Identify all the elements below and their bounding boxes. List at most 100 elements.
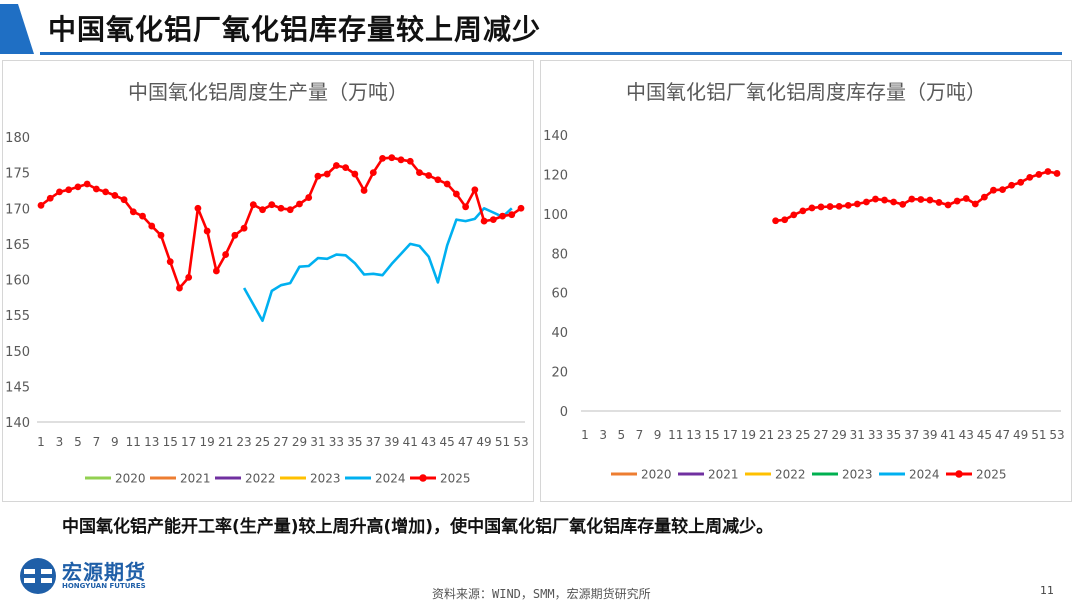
legend-label-2021: 2021	[708, 468, 739, 482]
data-point-2025	[799, 207, 807, 215]
x-tick-label: 19	[741, 428, 756, 442]
data-point-2025	[342, 164, 350, 172]
y-tick-label: 150	[5, 345, 30, 360]
data-point-2025	[480, 217, 488, 225]
x-tick-label: 7	[636, 428, 644, 442]
x-tick-label: 25	[795, 428, 810, 442]
y-tick-label: 155	[5, 309, 30, 324]
legend-label-2022: 2022	[775, 468, 806, 482]
data-point-2025	[1017, 178, 1025, 186]
x-tick-label: 31	[310, 435, 325, 449]
x-tick-label: 41	[403, 435, 418, 449]
data-point-2025	[360, 187, 368, 194]
data-point-2025	[1026, 173, 1034, 181]
data-point-2025	[872, 195, 879, 203]
page-title: 中国氧化铝厂氧化铝库存量较上周减少	[48, 13, 542, 46]
x-tick-label: 53	[1049, 428, 1064, 442]
data-point-2025	[908, 195, 916, 203]
legend-marker-2025	[419, 474, 427, 482]
x-tick-label: 51	[495, 435, 510, 449]
data-point-2025	[1035, 171, 1043, 178]
x-tick-label: 49	[476, 435, 491, 449]
data-point-2025	[971, 200, 979, 208]
data-point-2025	[277, 204, 285, 212]
y-tick-label: 0	[560, 405, 568, 420]
legend-label-2023: 2023	[310, 472, 341, 486]
data-point-2025	[517, 204, 525, 212]
x-tick-label: 37	[904, 428, 919, 442]
x-tick-label: 21	[759, 428, 774, 442]
x-tick-label: 35	[886, 428, 901, 442]
data-point-2025	[56, 188, 63, 196]
data-point-2025	[1008, 181, 1016, 189]
production-chart: 中国氧化铝周度生产量（万吨）14014515015516016517017518…	[5, 80, 528, 486]
data-point-2025	[881, 196, 888, 204]
data-point-2025	[83, 180, 91, 188]
header: 中国氧化铝厂氧化铝库存量较上周减少	[0, 0, 1080, 58]
data-point-2025	[92, 185, 100, 193]
data-point-2025	[835, 202, 843, 210]
x-tick-label: 1	[37, 435, 45, 449]
data-point-2025	[808, 204, 816, 212]
x-tick-label: 39	[922, 428, 937, 442]
data-point-2025	[286, 206, 294, 214]
data-point-2025	[817, 203, 825, 211]
x-tick-label: 23	[777, 428, 792, 442]
x-tick-label: 9	[111, 435, 119, 449]
y-tick-label: 140	[5, 416, 30, 431]
data-point-2025	[1053, 170, 1061, 177]
legend-label-2024: 2024	[909, 468, 940, 482]
legend-label-2020: 2020	[641, 468, 672, 482]
data-point-2025	[323, 170, 331, 178]
chart-title: 中国氧化铝周度生产量（万吨）	[128, 80, 408, 104]
x-tick-label: 25	[255, 435, 270, 449]
legend-label-2024: 2024	[375, 472, 406, 486]
data-point-2025	[129, 208, 137, 216]
data-point-2025	[120, 196, 128, 204]
data-point-2025	[990, 186, 997, 194]
data-point-2025	[416, 169, 423, 177]
x-tick-label: 43	[959, 428, 974, 442]
x-tick-label: 5	[617, 428, 625, 442]
x-tick-label: 21	[218, 435, 233, 449]
inventory-chart-panel: 中国氧化铝厂氧化铝周度库存量（万吨） 0 20 40 60 80 100 120 140 1 3 5 7…	[540, 60, 1072, 502]
data-point-2025	[1044, 168, 1052, 175]
data-point-2025	[231, 231, 239, 239]
x-tick-label: 27	[813, 428, 828, 442]
data-point-2025	[102, 188, 110, 196]
legend-label-2020: 2020	[115, 472, 146, 486]
x-tick-label: 23	[236, 435, 251, 449]
data-point-2025	[471, 186, 479, 194]
data-point-2025	[351, 170, 359, 178]
x-tick-label: 33	[868, 428, 883, 442]
y-tick-label: 175	[5, 167, 30, 182]
production-chart-panel: 中国氧化铝周度生产量（万吨） 140 145 150 155 160 165 170 175 18…	[2, 60, 534, 502]
data-point-2025	[74, 183, 82, 191]
x-tick-label: 53	[513, 435, 528, 449]
x-tick-label: 51	[1031, 428, 1046, 442]
data-point-2025	[166, 258, 174, 266]
data-point-2025	[406, 157, 414, 165]
data-point-2025	[772, 217, 780, 225]
y-tick-label: 140	[543, 129, 568, 144]
x-tick-label: 7	[93, 435, 101, 449]
x-tick-label: 15	[163, 435, 178, 449]
series-line-2025	[40, 156, 522, 290]
data-point-2025	[296, 200, 303, 208]
x-tick-label: 39	[384, 435, 399, 449]
data-point-2025	[890, 198, 898, 206]
data-point-2025	[139, 212, 146, 220]
y-tick-label: 165	[5, 238, 30, 253]
data-point-2025	[999, 186, 1006, 194]
data-point-2025	[434, 176, 442, 184]
x-tick-label: 31	[850, 428, 865, 442]
legend-label-2025: 2025	[976, 468, 1007, 482]
data-point-2025	[203, 227, 211, 235]
data-point-2025	[240, 224, 248, 232]
y-tick-label: 170	[5, 202, 30, 217]
data-point-2025	[369, 169, 377, 177]
data-point-2025	[259, 206, 266, 214]
x-tick-label: 29	[292, 435, 307, 449]
summary-text: 中国氧化铝产能开工率(生产量)较上周升高(增加)，使中国氧化铝厂氧化铝库存量较上…	[62, 517, 774, 537]
x-tick-label: 15	[704, 428, 719, 442]
